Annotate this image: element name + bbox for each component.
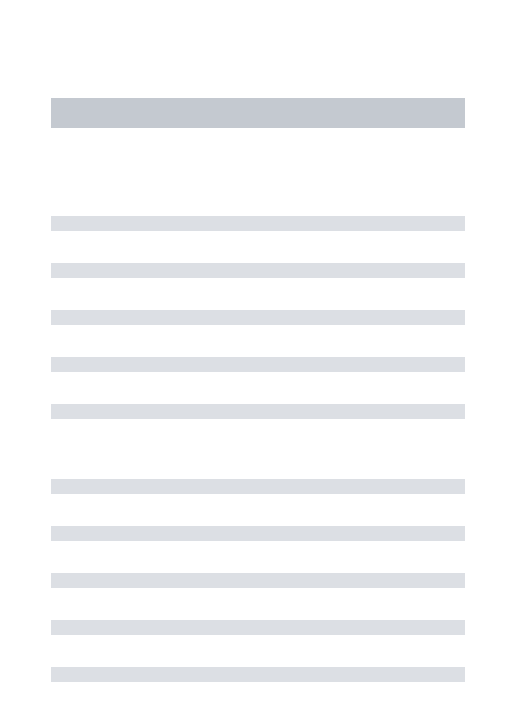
skeleton-line <box>51 216 465 231</box>
skeleton-line <box>51 404 465 419</box>
skeleton-container <box>0 0 516 682</box>
skeleton-gap <box>51 419 465 479</box>
skeleton-line <box>51 479 465 494</box>
skeleton-line <box>51 263 465 278</box>
skeleton-line-group-1 <box>51 216 465 419</box>
skeleton-line <box>51 357 465 372</box>
skeleton-line <box>51 620 465 635</box>
skeleton-line <box>51 573 465 588</box>
skeleton-line-group-2 <box>51 479 465 682</box>
skeleton-line <box>51 667 465 682</box>
skeleton-header-bar <box>51 98 465 128</box>
skeleton-line <box>51 526 465 541</box>
skeleton-line <box>51 310 465 325</box>
